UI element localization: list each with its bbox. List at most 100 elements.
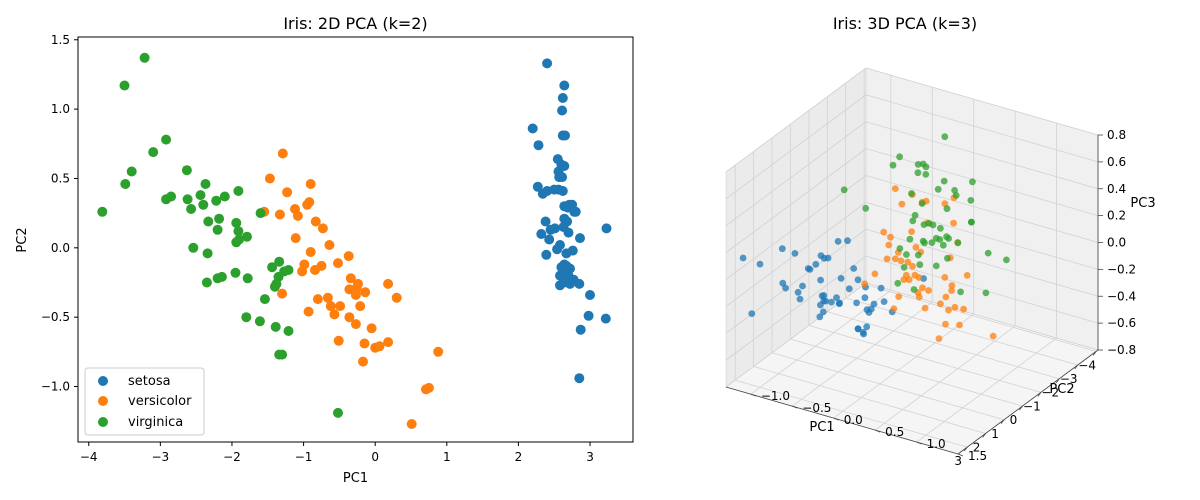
point3d-virginica (862, 204, 870, 212)
point3d-virginica (954, 239, 962, 247)
chart-2d-x-ticks: −4 −3 −2 −1 0 1 2 3 (80, 442, 594, 464)
grid-line (790, 338, 1023, 407)
point3d-virginica (984, 249, 992, 257)
point3d-virginica (969, 178, 976, 186)
x-tick-label: −1 (1023, 399, 1041, 413)
point3d-virginica (944, 254, 951, 262)
point3d-versicolor (925, 287, 932, 294)
point-setosa (542, 58, 553, 69)
y-tick-label: 1.0 (51, 102, 70, 116)
point3d-setosa (796, 295, 804, 303)
point3d-versicolor (871, 270, 879, 278)
point3d-setosa (748, 310, 756, 317)
point3d-virginica (909, 217, 917, 225)
point3d-virginica (920, 221, 928, 229)
grid-line (865, 175, 1099, 243)
point-setosa (541, 249, 552, 260)
point3d-virginica (903, 251, 910, 258)
point-setosa (532, 181, 543, 192)
point3d-versicolor (960, 305, 967, 313)
point-setosa (574, 278, 585, 289)
point3d-virginica (921, 239, 928, 247)
point3d-virginica (952, 192, 960, 199)
x-tick-mark (982, 433, 986, 438)
point-versicolor (329, 309, 340, 320)
point-versicolor (360, 287, 371, 298)
point-virginica (203, 216, 214, 227)
point3d-setosa (860, 330, 867, 338)
z-tick-label: 0.2 (1107, 209, 1126, 223)
point3d-versicolor (989, 332, 997, 340)
point3d-versicolor (891, 185, 899, 193)
point3d-versicolor (963, 272, 971, 279)
point3d-virginica (896, 153, 903, 161)
point-setosa (583, 310, 594, 321)
point3d-versicolor (948, 287, 955, 294)
x-tick-mark (963, 446, 968, 452)
point3d-setosa (817, 301, 824, 309)
chart-3d-title: Iris: 3D PCA (k=3) (833, 14, 977, 33)
point-versicolor (282, 187, 293, 198)
point-virginica (188, 242, 199, 253)
point3d-versicolor (942, 293, 950, 301)
x-tick-label: 3 (954, 454, 962, 468)
point3d-setosa (844, 237, 851, 245)
point3d-virginica (932, 234, 940, 242)
point-versicolor (310, 265, 320, 275)
point3d-versicolor (908, 228, 915, 236)
point3d-setosa (817, 252, 825, 259)
point-versicolor (406, 419, 417, 429)
point3d-setosa (861, 294, 869, 302)
point-virginica (231, 237, 242, 248)
grid-line (792, 301, 933, 407)
point3d-setosa (828, 298, 835, 306)
point3d-versicolor (945, 306, 952, 314)
point3d-versicolor (897, 257, 905, 265)
grid-line (874, 325, 1016, 431)
point-virginica (202, 248, 213, 259)
chart-3d-y-label: PC2 (1049, 382, 1074, 397)
point3d-versicolor (919, 284, 926, 292)
point-virginica (230, 267, 241, 278)
legend-label-setosa: setosa (128, 374, 171, 389)
point-setosa (540, 216, 551, 227)
point-versicolor (335, 301, 346, 312)
chart-2d-x-label: PC1 (343, 471, 368, 486)
grid-line (865, 121, 1099, 190)
x-tick-label: 3 (586, 450, 594, 464)
point3d-setosa (739, 254, 747, 262)
point3d-setosa (877, 284, 885, 292)
x-tick-mark (1074, 364, 1079, 370)
point-virginica (333, 407, 343, 418)
point3d-versicolor (951, 303, 959, 311)
point3d-setosa (782, 284, 789, 292)
grid-line (865, 228, 1099, 297)
z-tick-label: 0.6 (1107, 155, 1126, 169)
point3d-virginica (967, 197, 975, 204)
point3d-setosa (880, 298, 888, 305)
grid-line (864, 283, 1097, 352)
point-virginica (259, 294, 270, 305)
point3d-virginica (968, 218, 975, 226)
point3d-versicolor (912, 244, 920, 251)
point-virginica (212, 224, 223, 235)
point-versicolor (302, 199, 313, 210)
point-setosa (557, 105, 568, 116)
grid-line (865, 201, 1099, 270)
point-virginica (214, 213, 225, 224)
point3d-setosa (870, 300, 878, 308)
x-tick-mark (1000, 419, 1005, 425)
point-virginica (254, 316, 265, 327)
point-virginica (242, 231, 252, 242)
point-versicolor (370, 342, 381, 353)
grid-line (865, 67, 1099, 136)
point3d-setosa (806, 266, 814, 273)
point-setosa (600, 313, 611, 324)
point3d-virginica (916, 261, 924, 269)
x-tick-label: 1 (443, 450, 451, 464)
point-versicolor (322, 292, 333, 303)
point3d-virginica (914, 161, 922, 168)
point3d-versicolor (887, 233, 894, 241)
